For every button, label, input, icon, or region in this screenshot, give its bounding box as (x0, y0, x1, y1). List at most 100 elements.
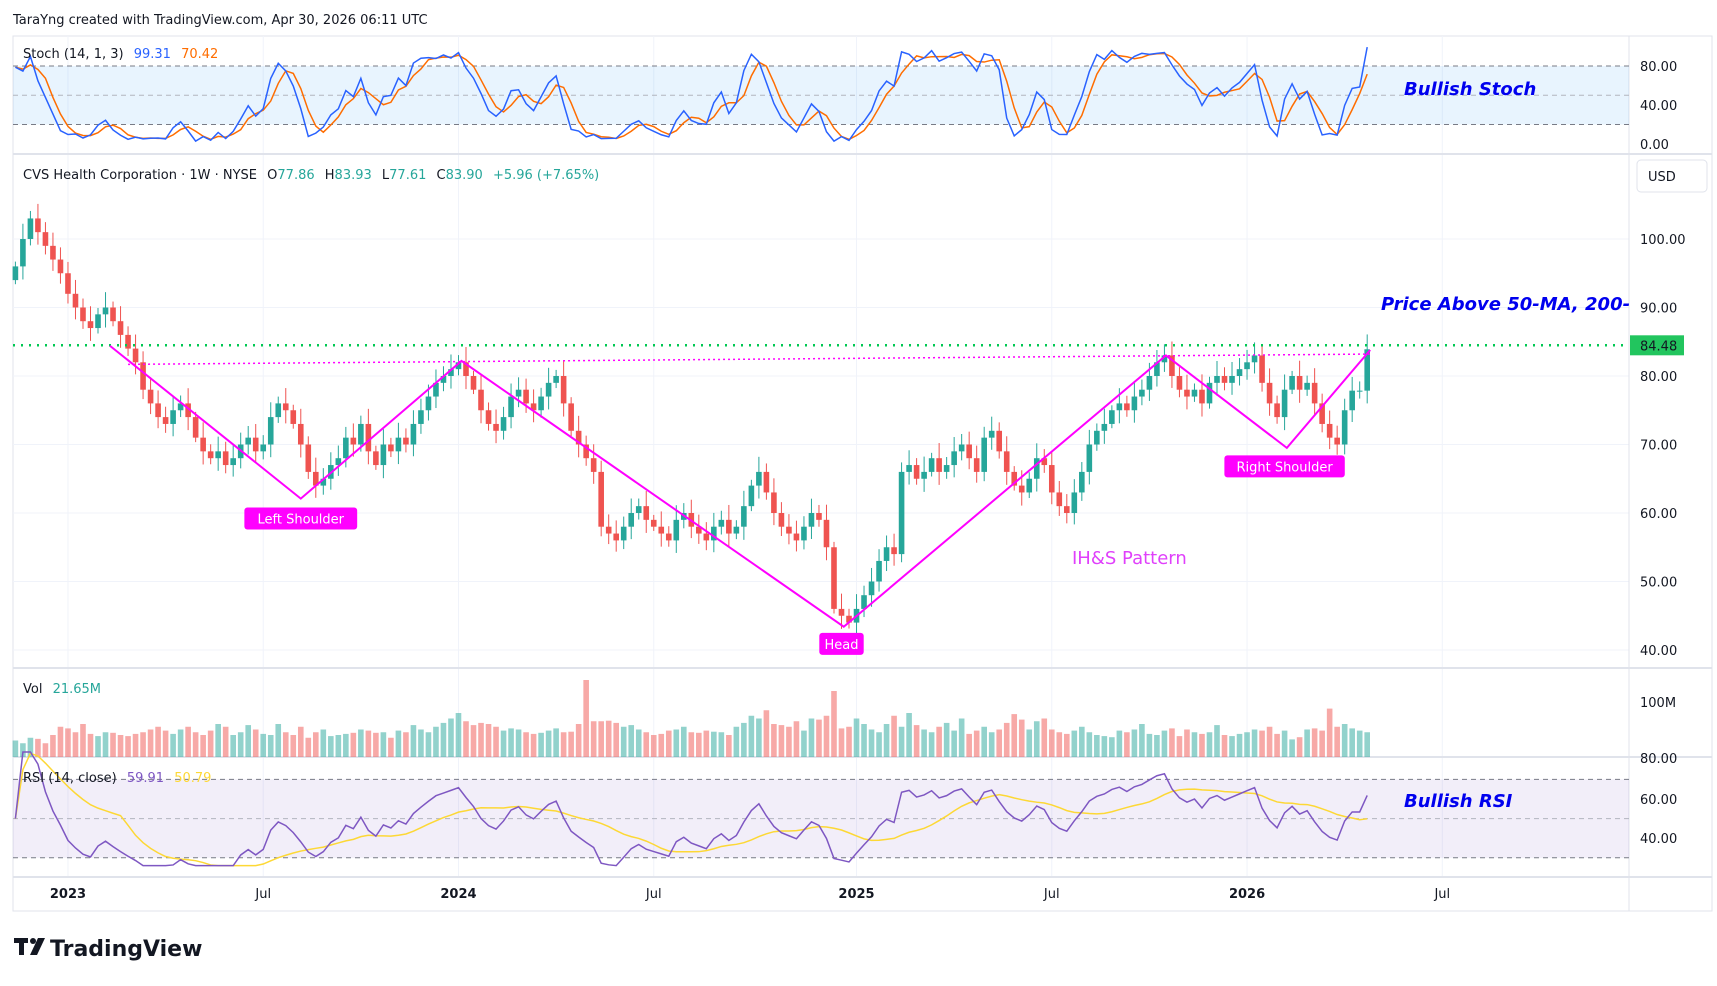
volume-bar (1214, 725, 1220, 757)
volume-bar (1056, 732, 1063, 757)
volume-bar (95, 736, 101, 757)
volume-bar (718, 732, 725, 757)
candle-body (252, 437, 259, 452)
candle-body (1086, 444, 1093, 472)
volume-bar (688, 732, 695, 757)
rsi-pane[interactable] (13, 751, 1629, 867)
candle (50, 232, 56, 271)
candle (1139, 379, 1145, 406)
candle (155, 390, 161, 429)
volume-bar (996, 729, 1003, 757)
candle (898, 462, 905, 563)
candle-body (1056, 492, 1063, 507)
volume-bar (1041, 718, 1048, 757)
candle (290, 404, 297, 429)
candle (838, 593, 845, 629)
candle (778, 502, 785, 537)
candle-body (620, 526, 627, 541)
volume-bar (207, 730, 214, 757)
volume-bar (628, 725, 635, 757)
candle (1071, 479, 1078, 525)
candle-body (343, 437, 349, 459)
candle (598, 460, 604, 537)
candle-body (1116, 403, 1123, 411)
candle-body (1311, 382, 1318, 404)
volume-bar (282, 732, 289, 757)
tradingview-logo-icon (14, 938, 45, 955)
volume-legend[interactable]: Vol 21.65M (23, 682, 101, 697)
candle (177, 395, 184, 418)
candle (816, 504, 822, 527)
candle (95, 307, 101, 334)
candle-body (748, 485, 755, 507)
price-axis-tick: 100.00 (1640, 233, 1686, 248)
pattern-label-bg (1224, 455, 1345, 478)
volume-bar (27, 737, 34, 757)
volume-bar (605, 720, 612, 757)
candle (418, 398, 424, 434)
neckline (128, 353, 1371, 366)
candle-body (568, 403, 574, 431)
candle-body (1131, 396, 1138, 411)
candle (696, 514, 702, 544)
volume-bar (1266, 726, 1273, 757)
volume-bar (200, 735, 206, 757)
candle (1191, 383, 1198, 402)
volume-bar (147, 729, 154, 757)
stoch-pane[interactable] (13, 47, 1629, 143)
volume-pane[interactable] (12, 680, 1370, 757)
candle (1011, 466, 1018, 491)
candle-body (1184, 389, 1190, 397)
candle-body (951, 451, 957, 466)
candle (1221, 367, 1228, 391)
candle (801, 516, 807, 550)
volume-bar (538, 732, 544, 757)
candle (380, 429, 387, 479)
volume-bar (245, 725, 252, 757)
candle (575, 415, 582, 458)
candle (786, 514, 792, 545)
price-legend[interactable]: CVS Health Corporation · 1W · NYSE O77.8… (23, 168, 599, 183)
candle (756, 456, 762, 499)
candle-body (290, 410, 297, 424)
candle-body (185, 403, 191, 418)
candle-body (1124, 403, 1130, 411)
volume-bar (162, 730, 169, 757)
candle (433, 369, 439, 409)
candle-body (493, 423, 499, 431)
volume-bar (635, 729, 642, 757)
volume-bar (1124, 732, 1130, 757)
stoch-d-value: 70.42 (181, 47, 218, 62)
candle (868, 567, 875, 607)
candle (530, 389, 537, 423)
price-pane[interactable] (12, 203, 1370, 636)
candle (87, 306, 94, 341)
candle (951, 437, 957, 478)
candle-body (861, 595, 867, 609)
currency-button[interactable]: USD (1636, 159, 1708, 193)
candle (1229, 362, 1235, 395)
volume-bar (1011, 714, 1018, 757)
candle (1266, 368, 1273, 416)
candle-body (613, 533, 619, 541)
candle-body (635, 506, 642, 513)
volume-bar (696, 732, 702, 757)
candle (320, 468, 327, 495)
tradingview-logo[interactable]: TradingView (14, 937, 202, 962)
axes[interactable]: 80.00 40.00 0.00 100.00 90.00 80.00 70.00 60.00… (50, 60, 1686, 902)
stoch-legend[interactable]: Stoch (14, 1, 3) 99.31 70.42 (23, 47, 218, 62)
candle (1131, 382, 1138, 423)
candle-body (132, 348, 139, 363)
candle-body (245, 437, 252, 445)
candle-body (215, 451, 221, 459)
candle-body (395, 437, 402, 452)
volume-bar (350, 732, 357, 757)
volume-bar (320, 729, 327, 757)
volume-bar (1048, 729, 1055, 757)
candle-body (838, 608, 845, 616)
candle-body (380, 444, 387, 466)
volume-bar (883, 724, 890, 757)
volume-bar (598, 721, 604, 757)
rsi-legend[interactable]: RSI (14, close) 59.91 50.79 (23, 771, 211, 786)
